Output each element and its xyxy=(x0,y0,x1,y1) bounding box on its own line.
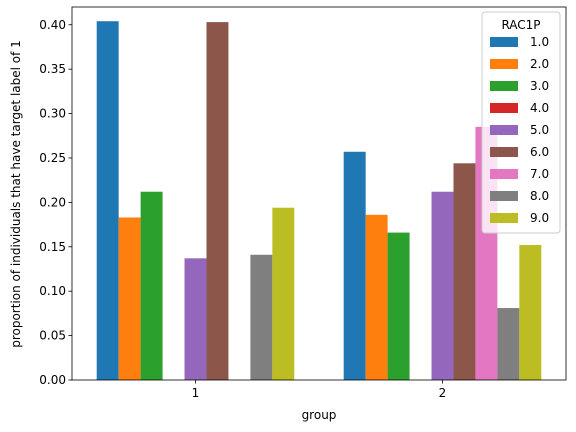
legend-label: 8.0 xyxy=(530,189,549,203)
legend-swatch xyxy=(490,191,518,201)
y-tick-label: 0.40 xyxy=(39,18,66,32)
bar-rac1p-3-0-group-2 xyxy=(387,232,410,380)
bars-layer xyxy=(96,21,542,381)
bar-rac1p-2-0-group-1 xyxy=(118,217,141,380)
bar-rac1p-1-0-group-1 xyxy=(96,21,119,381)
legend: RAC1P 1.0 2.0 3.0 4.0 5.0 6.0 7.0 8.0 9.0 xyxy=(481,11,561,234)
legend-label: 9.0 xyxy=(530,211,549,225)
legend-label: 3.0 xyxy=(530,79,549,93)
legend-label: 1.0 xyxy=(530,35,549,49)
y-tick-label: 0.10 xyxy=(39,284,66,298)
legend-label: 4.0 xyxy=(530,101,549,115)
x-tick-label: 2 xyxy=(439,386,447,400)
x-tick-label: 1 xyxy=(192,386,200,400)
legend-label: 6.0 xyxy=(530,145,549,159)
y-tick-label: 0.35 xyxy=(39,62,66,76)
legend-swatch xyxy=(490,147,518,157)
y-tick-label: 0.05 xyxy=(39,329,66,343)
bar-rac1p-9-0-group-1 xyxy=(272,207,295,380)
legend-swatch xyxy=(490,103,518,113)
y-tick-label: 0.00 xyxy=(39,373,66,387)
legend-label: 2.0 xyxy=(530,57,549,71)
y-axis: 0.00 0.05 0.10 0.15 0.20 0.25 0.30 0.35 0.40 xyxy=(39,18,72,387)
bar-rac1p-8-0-group-1 xyxy=(250,254,273,380)
legend-swatch xyxy=(490,125,518,135)
legend-swatch xyxy=(490,59,518,69)
legend-swatch xyxy=(490,213,518,223)
y-tick-label: 0.15 xyxy=(39,240,66,254)
legend-swatch xyxy=(490,81,518,91)
legend-title: RAC1P xyxy=(501,18,540,32)
legend-swatch xyxy=(490,169,518,179)
y-tick-label: 0.25 xyxy=(39,151,66,165)
plot-frame xyxy=(71,6,567,381)
y-tick-label: 0.20 xyxy=(39,195,66,209)
bar-rac1p-8-0-group-2 xyxy=(497,308,520,380)
legend-swatch xyxy=(490,37,518,47)
legend-items: 1.0 2.0 3.0 4.0 5.0 6.0 7.0 8.0 9.0 xyxy=(490,35,549,225)
bar-rac1p-5-0-group-1 xyxy=(184,258,207,380)
bar-rac1p-1-0-group-2 xyxy=(343,151,366,380)
legend-label: 5.0 xyxy=(530,123,549,137)
bar-rac1p-6-0-group-1 xyxy=(206,22,229,380)
bar-rac1p-2-0-group-2 xyxy=(365,214,388,380)
x-axis-label: group xyxy=(302,408,337,422)
bar-rac1p-6-0-group-2 xyxy=(453,163,476,380)
y-tick-label: 0.30 xyxy=(39,107,66,121)
legend-label: 7.0 xyxy=(530,167,549,181)
bar-rac1p-9-0-group-2 xyxy=(519,245,542,380)
bar-rac1p-5-0-group-2 xyxy=(431,191,454,380)
y-axis-label: proportion of individuals that have targ… xyxy=(9,40,23,348)
bar-rac1p-3-0-group-1 xyxy=(140,191,163,380)
